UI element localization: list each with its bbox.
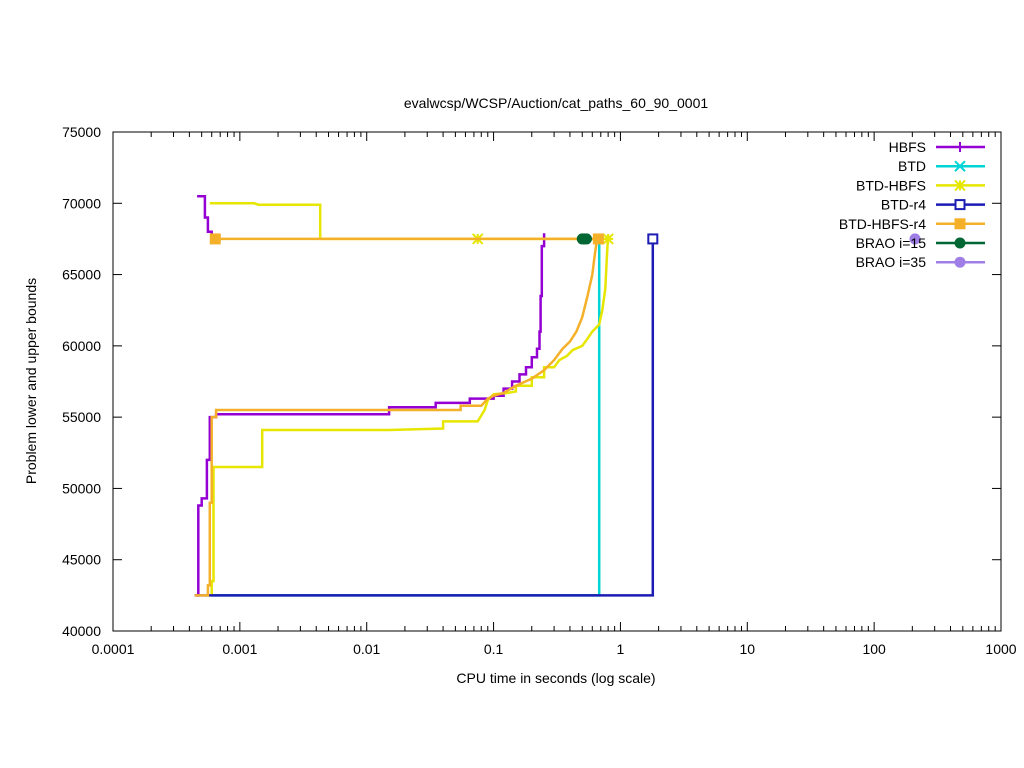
legend-marker	[954, 218, 966, 230]
x-tick-label: 10	[739, 641, 755, 657]
legend-marker	[955, 142, 965, 152]
plot-area: 40000 45000 50000 55000 60000 65000 70000 75000…	[62, 124, 1017, 657]
legend-marker	[954, 256, 966, 268]
series-btd-hbfs-r4-point	[592, 233, 604, 245]
series-btd-hbfs-r4-line	[194, 235, 599, 597]
y-axis-label: Problem lower and upper bounds	[23, 278, 39, 484]
series-btd-hbfs-point	[602, 233, 614, 245]
series-btd-r4-line	[194, 238, 655, 597]
x-tick-label: 0.01	[353, 641, 380, 657]
y-tick-label: 55000	[62, 409, 101, 425]
x-tick-label: 1	[617, 641, 625, 657]
y-tick-label: 65000	[62, 267, 101, 283]
series-btd-hbfs-r4-point	[209, 233, 221, 245]
x-tick-label: 0.0001	[92, 641, 135, 657]
y-tick-label: 40000	[62, 623, 101, 639]
series-brao-i-15-point	[580, 233, 592, 245]
legend-label: BRAO i=35	[856, 254, 927, 270]
x-tick-label: 1000	[985, 641, 1016, 657]
y-tick-label: 70000	[62, 195, 101, 211]
legend-label: BTD	[898, 158, 926, 174]
x-tick-label: 0.001	[222, 641, 257, 657]
legend-label: HBFS	[889, 139, 926, 155]
series-brao-i-35-point	[909, 233, 921, 245]
legend-marker	[954, 237, 966, 249]
series-btd-hbfs-line	[209, 202, 609, 241]
legend-label: BTD-r4	[881, 197, 926, 213]
legend: HBFS BTD BTD-HBFS BTD-r4 BTD-HBFS-r4 BRAO i=1…	[839, 139, 985, 270]
legend-label: BTD-HBFS-r4	[839, 216, 926, 232]
series-hbfs-line	[197, 233, 546, 597]
series-hbfs-line	[197, 194, 213, 237]
y-tick-label: 50000	[62, 480, 101, 496]
y-tick-label: 60000	[62, 338, 101, 354]
x-axis-label: CPU time in seconds (log scale)	[456, 670, 655, 686]
legend-marker-part	[954, 160, 966, 172]
legend-marker	[954, 199, 966, 211]
chart-title: evalwcsp/WCSP/Auction/cat_paths_60_90_00…	[404, 95, 709, 111]
legend-label: BRAO i=15	[856, 235, 927, 251]
legend-marker	[954, 179, 966, 192]
legend-label: BTD-HBFS	[856, 177, 926, 193]
legend-marker	[954, 160, 966, 172]
y-tick-label: 45000	[62, 552, 101, 568]
x-tick-label: 100	[862, 641, 886, 657]
x-tick-label: 0.1	[484, 641, 504, 657]
plot-frame	[112, 131, 1002, 632]
series-btd-r4-point	[647, 233, 659, 245]
y-tick-label: 75000	[62, 124, 101, 140]
